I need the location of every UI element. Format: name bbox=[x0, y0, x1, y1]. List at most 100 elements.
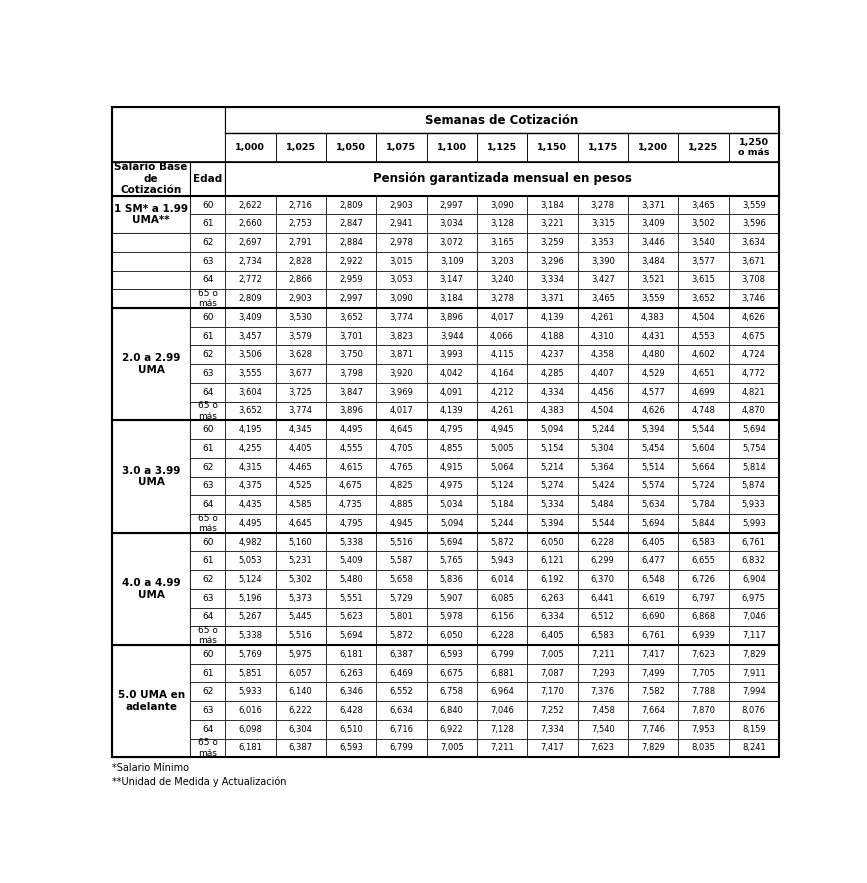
Text: *Salario Mínimo: *Salario Mínimo bbox=[112, 763, 189, 773]
Bar bbox=[326, 738, 376, 758]
Bar bbox=[477, 738, 527, 758]
Bar bbox=[376, 477, 427, 495]
Text: 4,383: 4,383 bbox=[540, 406, 564, 416]
Bar bbox=[728, 270, 779, 290]
Text: 7,582: 7,582 bbox=[642, 687, 665, 697]
Bar bbox=[225, 477, 276, 495]
Bar bbox=[191, 645, 225, 664]
Text: 5,694: 5,694 bbox=[742, 426, 766, 434]
Bar bbox=[577, 290, 628, 308]
Text: 5,694: 5,694 bbox=[440, 538, 464, 547]
Bar bbox=[577, 308, 628, 327]
Text: 6,405: 6,405 bbox=[540, 631, 564, 640]
Bar bbox=[276, 532, 326, 551]
Text: 5,978: 5,978 bbox=[440, 613, 464, 622]
Bar bbox=[376, 196, 427, 215]
Text: 3,969: 3,969 bbox=[389, 388, 414, 396]
Bar bbox=[577, 664, 628, 683]
Bar bbox=[678, 664, 728, 683]
Text: 3,774: 3,774 bbox=[389, 313, 414, 322]
Bar bbox=[628, 514, 678, 532]
Text: 63: 63 bbox=[202, 257, 213, 266]
Text: 4,585: 4,585 bbox=[289, 500, 313, 509]
Bar bbox=[427, 439, 477, 457]
Text: 65 o
más: 65 o más bbox=[198, 289, 218, 308]
Text: 61: 61 bbox=[202, 219, 213, 229]
Bar bbox=[678, 439, 728, 457]
Text: 5,551: 5,551 bbox=[339, 593, 362, 603]
Bar bbox=[225, 683, 276, 701]
Text: 6,334: 6,334 bbox=[540, 613, 564, 622]
Text: 2,866: 2,866 bbox=[289, 275, 313, 284]
Bar bbox=[628, 701, 678, 720]
Text: 7,953: 7,953 bbox=[692, 725, 715, 734]
Bar bbox=[628, 290, 678, 308]
Text: 4,237: 4,237 bbox=[540, 351, 564, 359]
Bar bbox=[225, 664, 276, 683]
Bar bbox=[225, 133, 276, 162]
Text: 2,716: 2,716 bbox=[289, 200, 313, 209]
Text: 5,244: 5,244 bbox=[490, 519, 514, 528]
Text: 2,791: 2,791 bbox=[289, 238, 313, 247]
Bar bbox=[678, 327, 728, 345]
Text: 2,809: 2,809 bbox=[339, 200, 363, 209]
Bar bbox=[728, 683, 779, 701]
Bar bbox=[225, 738, 276, 758]
Bar bbox=[326, 420, 376, 439]
Bar bbox=[427, 720, 477, 738]
Text: 3,296: 3,296 bbox=[540, 257, 564, 266]
Bar bbox=[376, 626, 427, 645]
Bar bbox=[427, 551, 477, 570]
Text: 5,338: 5,338 bbox=[339, 538, 363, 547]
Bar bbox=[477, 532, 527, 551]
Bar bbox=[376, 589, 427, 608]
Bar bbox=[225, 420, 276, 439]
Text: 4,407: 4,407 bbox=[591, 369, 615, 378]
Text: 8,035: 8,035 bbox=[692, 743, 715, 752]
Bar bbox=[728, 215, 779, 233]
Text: 5,694: 5,694 bbox=[642, 519, 665, 528]
Text: 3,502: 3,502 bbox=[692, 219, 715, 229]
Text: 5,394: 5,394 bbox=[540, 519, 564, 528]
Bar bbox=[191, 402, 225, 420]
Bar bbox=[678, 589, 728, 608]
Bar bbox=[191, 626, 225, 645]
Bar bbox=[728, 402, 779, 420]
Bar bbox=[225, 589, 276, 608]
Bar bbox=[191, 327, 225, 345]
Bar bbox=[326, 477, 376, 495]
Bar bbox=[276, 514, 326, 532]
Bar bbox=[527, 720, 577, 738]
Bar bbox=[326, 215, 376, 233]
Text: 2,903: 2,903 bbox=[389, 200, 414, 209]
Bar bbox=[376, 327, 427, 345]
Text: 4,456: 4,456 bbox=[591, 388, 615, 396]
Text: 1,225: 1,225 bbox=[688, 143, 719, 152]
Text: 3,823: 3,823 bbox=[389, 332, 414, 341]
Text: 7,417: 7,417 bbox=[642, 650, 665, 659]
Bar bbox=[276, 270, 326, 290]
Text: Edad: Edad bbox=[193, 174, 223, 184]
Bar bbox=[191, 162, 225, 196]
Text: 2,660: 2,660 bbox=[238, 219, 263, 229]
Text: 7,664: 7,664 bbox=[641, 706, 665, 715]
Bar bbox=[326, 327, 376, 345]
Bar bbox=[276, 196, 326, 215]
Bar bbox=[628, 133, 678, 162]
Bar bbox=[477, 457, 527, 477]
Bar bbox=[527, 532, 577, 551]
Text: 6,014: 6,014 bbox=[490, 575, 514, 584]
Bar bbox=[276, 383, 326, 402]
Text: 5,836: 5,836 bbox=[440, 575, 464, 584]
Text: 60: 60 bbox=[202, 313, 213, 322]
Text: 5,851: 5,851 bbox=[238, 668, 262, 677]
Text: 7,087: 7,087 bbox=[540, 668, 564, 677]
Bar bbox=[477, 420, 527, 439]
Bar bbox=[112, 532, 191, 645]
Bar bbox=[225, 383, 276, 402]
Bar bbox=[477, 252, 527, 270]
Text: 2,922: 2,922 bbox=[339, 257, 362, 266]
Bar bbox=[427, 701, 477, 720]
Text: 2,997: 2,997 bbox=[440, 200, 464, 209]
Bar bbox=[112, 270, 191, 290]
